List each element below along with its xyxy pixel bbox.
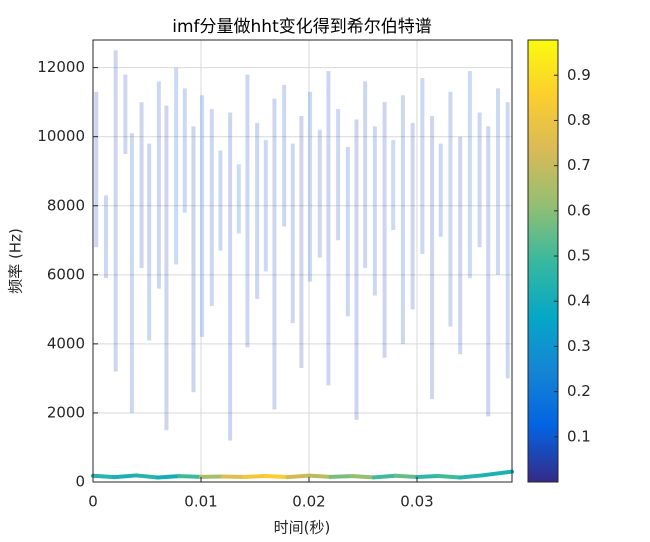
spectrum-segment: [245, 74, 250, 348]
ridge-segment: [393, 473, 419, 479]
colorbar-tick-label: 0.9: [567, 66, 591, 84]
spectrum-segment: [438, 143, 443, 237]
spectrum-segment: [467, 71, 472, 279]
spectrum-segment: [147, 143, 152, 341]
x-tick-label: 0.01: [184, 493, 217, 511]
spectrum-segment: [448, 91, 453, 327]
plot-frame: [92, 39, 513, 483]
spectrum-segment: [282, 84, 287, 227]
spectrum-segment: [486, 126, 491, 417]
y-tick-label: 8000: [47, 196, 85, 214]
spectrum-segment: [505, 102, 510, 379]
spectrum-segment: [209, 109, 214, 306]
ridge-segment: [112, 473, 139, 480]
x-axis-label: 时间(秒): [274, 519, 331, 537]
spectrum-segment: [495, 88, 500, 275]
colorbar-tick-label: 0.7: [567, 156, 591, 174]
spectrum-segment: [228, 112, 233, 441]
chart-title: imf分量做hht变化得到希尔伯特谱: [172, 17, 431, 37]
colorbar-tick-label: 0.8: [567, 111, 591, 129]
ridge-segment: [458, 473, 484, 480]
spectrum-segment: [345, 147, 350, 317]
spectrum-segment: [191, 126, 196, 393]
spectrum-segment: [263, 140, 268, 272]
y-tick-label: 10000: [37, 127, 85, 145]
ridge-segment: [177, 474, 203, 479]
spectrum-segment: [129, 133, 134, 413]
colorbar-tick-label: 0.5: [567, 247, 591, 265]
ridge-segment: [436, 473, 463, 480]
spectrum-segment: [272, 98, 277, 410]
spectrum-segment: [308, 91, 313, 282]
y-tick-label: 2000: [47, 403, 85, 421]
spectrum-segment: [103, 195, 108, 279]
ridge-segment: [155, 474, 182, 480]
ridge-segment: [263, 473, 290, 480]
spectrum-segment: [430, 115, 435, 400]
ridge-segment: [91, 473, 117, 480]
spectrum-segment: [218, 150, 223, 251]
y-tick-label: 6000: [47, 265, 85, 283]
spectrum-segment: [182, 88, 187, 213]
colorbar-tick-label: 0.4: [567, 292, 591, 310]
colorbar-tick-label: 0.3: [567, 337, 591, 355]
spectrum-segment: [299, 115, 304, 369]
ridge-segment: [220, 474, 247, 479]
spectrum-segment: [336, 109, 341, 241]
ridge-segment: [328, 474, 355, 479]
spectrum-segment: [174, 67, 179, 265]
colorbar-tick-label: 0.1: [567, 427, 591, 445]
y-axis-label: 频率 (Hz): [7, 228, 25, 294]
spectrum-segment: [123, 74, 128, 154]
spectrum-segment: [354, 119, 359, 420]
spectrum-segment: [236, 164, 241, 234]
y-tick-label: 12000: [37, 58, 85, 76]
plot-area: [93, 40, 512, 482]
ridge-segment: [134, 473, 160, 480]
y-tick-label: 4000: [47, 334, 85, 352]
spectrum-segment: [317, 129, 322, 258]
x-tick-label: 0.03: [400, 493, 433, 511]
spectrum-segment: [326, 71, 331, 386]
spectrum-segment: [400, 95, 405, 344]
ridge-segment: [285, 473, 311, 480]
spectrum-segment: [477, 112, 482, 248]
spectrum-segment: [458, 136, 463, 355]
x-tick-label: 0.02: [292, 493, 325, 511]
spectrum-segment: [156, 81, 161, 289]
spectrum-segment: [290, 143, 295, 324]
spectrum-segment: [420, 77, 425, 255]
spectrum-segment: [363, 81, 368, 268]
spectrum-segment: [164, 105, 169, 431]
colorbar-tick-label: 0.6: [567, 201, 591, 219]
spectrum-segment: [255, 122, 260, 299]
spectrum-segment: [200, 95, 205, 337]
spectrum-segment: [391, 140, 396, 230]
spectrum-segment: [139, 102, 144, 268]
ridge-segment: [306, 473, 333, 479]
ridge-segment: [242, 473, 268, 479]
spectrum-segment: [94, 91, 99, 248]
ridge-segment: [350, 474, 376, 480]
ridge-segment: [479, 469, 514, 478]
colorbar: [527, 39, 559, 483]
y-tick-label: 0: [75, 473, 85, 491]
colorbar-tick-label: 0.2: [567, 382, 591, 400]
ridge-segment: [414, 473, 441, 479]
spectrum-segment: [410, 122, 415, 310]
ridge-segment: [371, 473, 398, 480]
x-tick-label: 0: [88, 493, 98, 511]
spectrum-segment: [382, 102, 387, 358]
spectrum-segment: [372, 126, 377, 296]
spectrum-segment: [113, 50, 118, 372]
